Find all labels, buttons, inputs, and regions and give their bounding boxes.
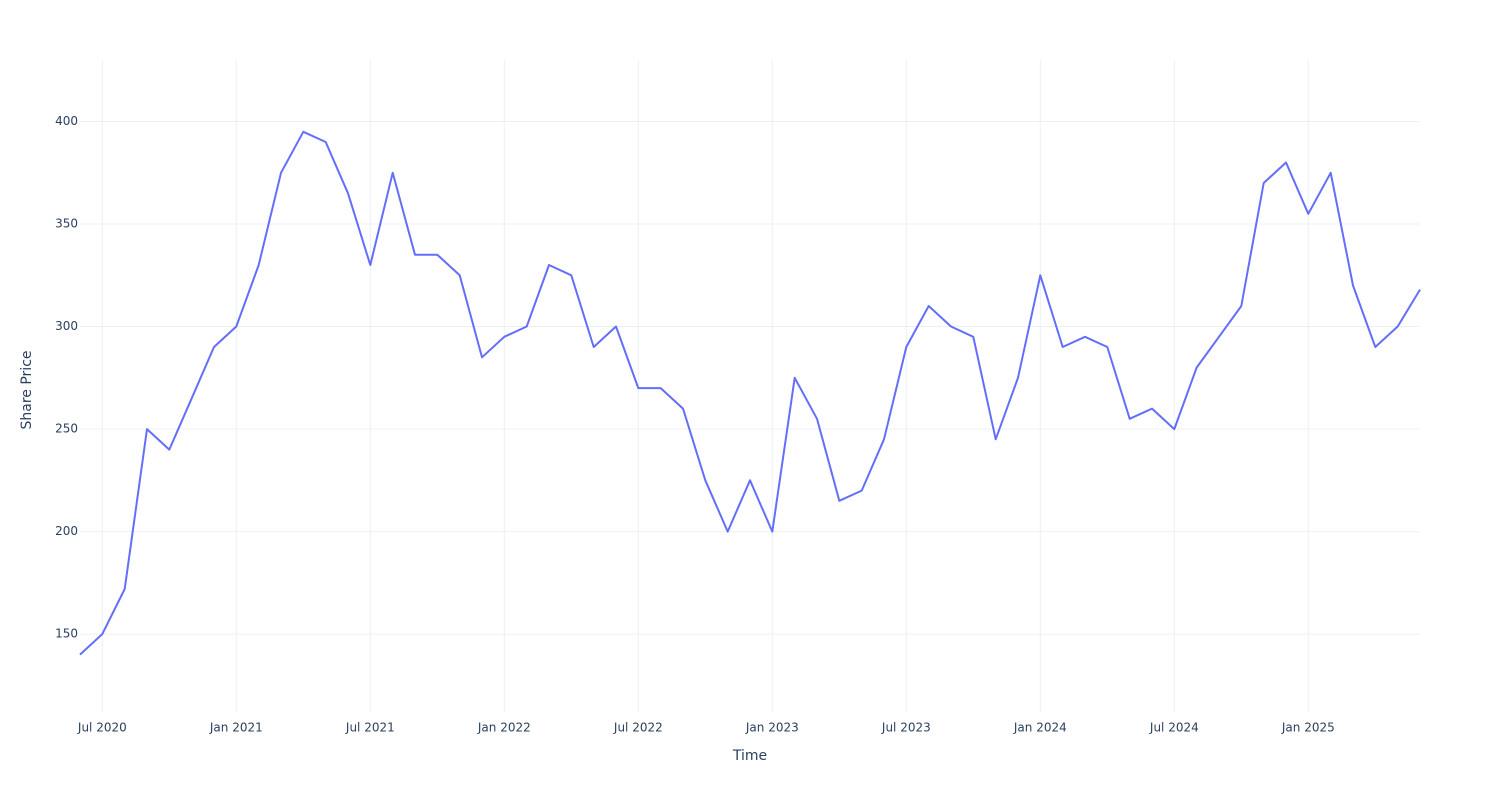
y-tick-label: 300 [55, 319, 78, 333]
x-tick-label: Jul 2023 [881, 721, 931, 735]
price-line [79, 130, 1421, 656]
y-tick-label: 350 [55, 217, 78, 231]
y-tick-label: 150 [55, 627, 78, 641]
x-axis-title: Time [732, 748, 767, 764]
x-tick-label: Jan 2021 [209, 721, 263, 735]
x-tick-label: Jul 2020 [77, 721, 127, 735]
x-tick-label: Jan 2024 [1013, 721, 1067, 735]
x-tick-label: Jan 2022 [477, 721, 531, 735]
y-tick-label: 200 [55, 524, 78, 538]
x-tick-label: Jan 2025 [1281, 721, 1335, 735]
x-tick-label: Jul 2024 [1149, 721, 1199, 735]
x-tick-label: Jul 2022 [613, 721, 663, 735]
x-tick-label: Jan 2023 [745, 721, 799, 735]
y-axis-title: Share Price [19, 350, 35, 429]
y-tick-label: 250 [55, 422, 78, 436]
y-tick-label: 400 [55, 114, 78, 128]
x-tick-label: Jul 2021 [345, 721, 395, 735]
